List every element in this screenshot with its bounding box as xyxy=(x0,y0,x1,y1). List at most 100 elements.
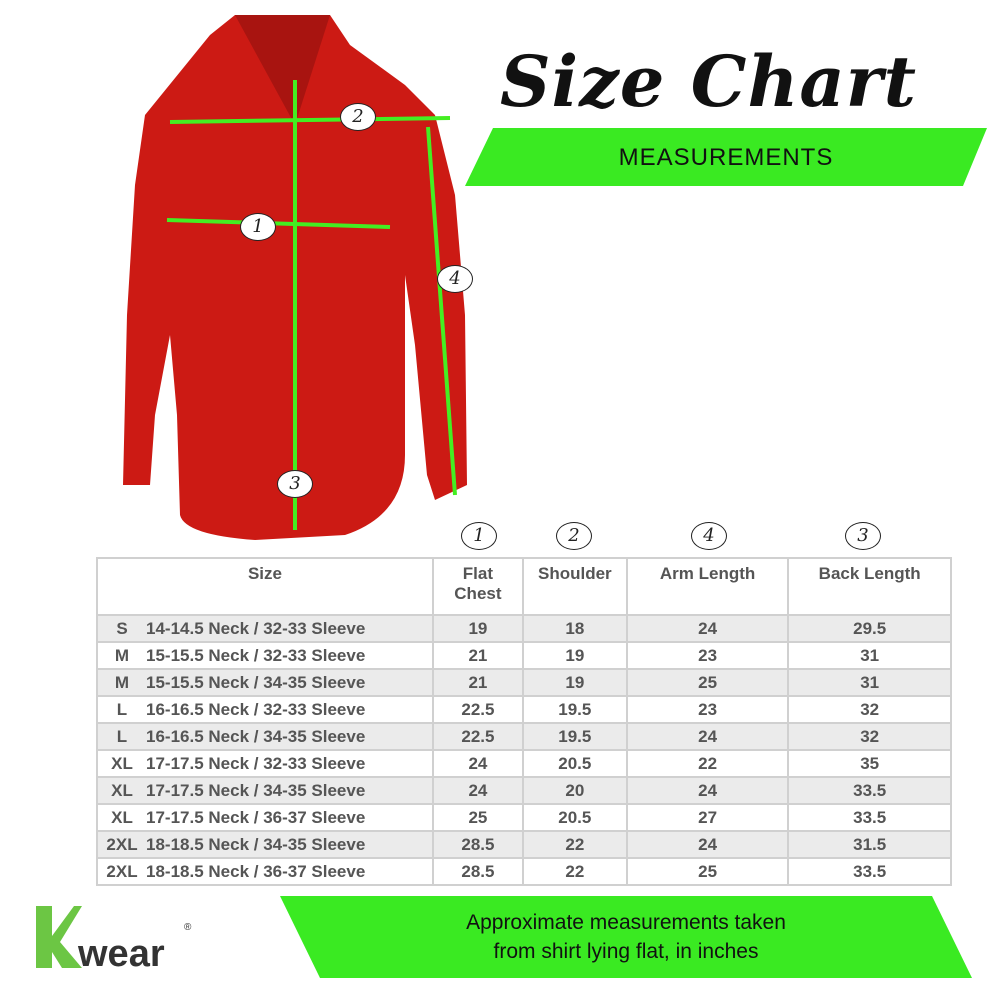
back-cell: 31 xyxy=(787,641,952,670)
marker-3: 3 xyxy=(277,470,313,498)
chest-cell: 21 xyxy=(431,641,524,670)
chest-cell: 28.5 xyxy=(431,857,524,886)
size-code: L xyxy=(116,699,128,719)
shoulder-cell: 19.5 xyxy=(521,695,628,724)
footer-banner: Approximate measurements taken from shir… xyxy=(280,896,972,978)
back-cell: 31.5 xyxy=(787,830,952,859)
chest-cell: 22.5 xyxy=(431,695,524,724)
shoulder-cell: 20.5 xyxy=(521,803,628,832)
back-cell: 31 xyxy=(787,668,952,697)
chest-cell: 22.5 xyxy=(431,722,524,751)
shoulder-cell: 20 xyxy=(521,776,628,805)
column-marker-arm: 4 xyxy=(691,522,727,550)
size-code: M xyxy=(114,645,130,665)
kwear-logo: wear ® xyxy=(32,900,212,975)
shoulder-cell: 22 xyxy=(521,830,628,859)
size-cell: 2XL 18-18.5 Neck / 36-37 Sleeve xyxy=(96,857,434,886)
back-cell: 35 xyxy=(787,749,952,778)
table-row: L 16-16.5 Neck / 32-33 Sleeve 22.5 19.5 23 32 xyxy=(96,695,952,724)
table-row: M 15-15.5 Neck / 34-35 Sleeve 21 19 25 31 xyxy=(96,668,952,697)
size-cell: M 15-15.5 Neck / 32-33 Sleeve xyxy=(96,641,434,670)
chest-cell: 19 xyxy=(431,614,524,643)
shoulder-cell: 19 xyxy=(521,668,628,697)
shoulder-cell: 19 xyxy=(521,641,628,670)
shoulder-cell: 19.5 xyxy=(521,722,628,751)
back-cell: 29.5 xyxy=(787,614,952,643)
size-description: 17-17.5 Neck / 36-37 Sleeve xyxy=(146,807,366,827)
size-description: 16-16.5 Neck / 34-35 Sleeve xyxy=(146,726,366,746)
arm-cell: 24 xyxy=(625,722,790,751)
size-cell: S 14-14.5 Neck / 32-33 Sleeve xyxy=(96,614,434,643)
marker-2: 2 xyxy=(340,103,376,131)
chest-cell: 25 xyxy=(431,803,524,832)
arm-cell: 24 xyxy=(625,830,790,859)
size-cell: L 16-16.5 Neck / 34-35 Sleeve xyxy=(96,722,434,751)
shoulder-cell: 18 xyxy=(521,614,628,643)
size-description: 17-17.5 Neck / 34-35 Sleeve xyxy=(146,780,366,800)
header-flat-chest: Flat Chest xyxy=(431,557,524,616)
back-cell: 33.5 xyxy=(787,776,952,805)
page-title: Size Chart xyxy=(500,40,917,123)
marker-1: 1 xyxy=(240,213,276,241)
marker-4: 4 xyxy=(437,265,473,293)
size-description: 16-16.5 Neck / 32-33 Sleeve xyxy=(146,699,366,719)
size-table: Size Flat Chest Shoulder Arm Length Back… xyxy=(96,557,952,886)
shirt-illustration: 2 1 4 3 xyxy=(115,15,475,545)
arm-cell: 24 xyxy=(625,614,790,643)
header-back-length: Back Length xyxy=(787,557,952,616)
table-row: 2XL 18-18.5 Neck / 34-35 Sleeve 28.5 22 24 31… xyxy=(96,830,952,859)
back-cell: 32 xyxy=(787,722,952,751)
table-row: S 14-14.5 Neck / 32-33 Sleeve 19 18 24 29.5 xyxy=(96,614,952,643)
table-row: M 15-15.5 Neck / 32-33 Sleeve 21 19 23 31 xyxy=(96,641,952,670)
chest-cell: 28.5 xyxy=(431,830,524,859)
header-arm-length: Arm Length xyxy=(625,557,790,616)
size-code: XL xyxy=(111,753,133,773)
size-cell: 2XL 18-18.5 Neck / 34-35 Sleeve xyxy=(96,830,434,859)
arm-cell: 25 xyxy=(625,857,790,886)
table-row: XL 17-17.5 Neck / 32-33 Sleeve 24 20.5 22 35 xyxy=(96,749,952,778)
table-row: 2XL 18-18.5 Neck / 36-37 Sleeve 28.5 22 25 33… xyxy=(96,857,952,886)
shoulder-cell: 22 xyxy=(521,857,628,886)
size-description: 14-14.5 Neck / 32-33 Sleeve xyxy=(146,618,366,638)
svg-text:wear: wear xyxy=(77,933,165,970)
back-cell: 33.5 xyxy=(787,857,952,886)
size-cell: XL 17-17.5 Neck / 34-35 Sleeve xyxy=(96,776,434,805)
size-description: 18-18.5 Neck / 34-35 Sleeve xyxy=(146,834,366,854)
column-marker-shoulder: 2 xyxy=(556,522,592,550)
arm-cell: 25 xyxy=(625,668,790,697)
size-cell: M 15-15.5 Neck / 34-35 Sleeve xyxy=(96,668,434,697)
size-description: 15-15.5 Neck / 34-35 Sleeve xyxy=(146,672,366,692)
size-cell: XL 17-17.5 Neck / 32-33 Sleeve xyxy=(96,749,434,778)
size-code: XL xyxy=(111,807,133,827)
measurements-label: MEASUREMENTS xyxy=(618,144,834,171)
table-row: XL 17-17.5 Neck / 34-35 Sleeve 24 20 24 33.5 xyxy=(96,776,952,805)
svg-text:®: ® xyxy=(184,922,192,933)
size-description: 15-15.5 Neck / 32-33 Sleeve xyxy=(146,645,366,665)
size-cell: XL 17-17.5 Neck / 36-37 Sleeve xyxy=(96,803,434,832)
size-description: 18-18.5 Neck / 36-37 Sleeve xyxy=(146,861,366,881)
column-marker-chest: 1 xyxy=(461,522,497,550)
footer-line-2: from shirt lying flat, in inches xyxy=(493,940,759,963)
footer-line-1: Approximate measurements taken xyxy=(466,911,786,934)
arm-cell: 23 xyxy=(625,641,790,670)
table-header-row: Size Flat Chest Shoulder Arm Length Back… xyxy=(96,557,952,616)
arm-cell: 24 xyxy=(625,776,790,805)
size-code: M xyxy=(114,672,130,692)
size-cell: L 16-16.5 Neck / 32-33 Sleeve xyxy=(96,695,434,724)
size-code: S xyxy=(116,618,128,638)
column-marker-back: 3 xyxy=(845,522,881,550)
arm-cell: 23 xyxy=(625,695,790,724)
shoulder-cell: 20.5 xyxy=(521,749,628,778)
header-size: Size xyxy=(96,557,434,616)
table-row: L 16-16.5 Neck / 34-35 Sleeve 22.5 19.5 24 32 xyxy=(96,722,952,751)
size-code: L xyxy=(116,726,128,746)
back-cell: 33.5 xyxy=(787,803,952,832)
arm-cell: 22 xyxy=(625,749,790,778)
header-shoulder: Shoulder xyxy=(521,557,628,616)
size-code: 2XL xyxy=(106,861,138,881)
arm-cell: 27 xyxy=(625,803,790,832)
chest-cell: 21 xyxy=(431,668,524,697)
chest-cell: 24 xyxy=(431,776,524,805)
measurements-banner: MEASUREMENTS xyxy=(465,128,987,186)
table-row: XL 17-17.5 Neck / 36-37 Sleeve 25 20.5 27 33.… xyxy=(96,803,952,832)
